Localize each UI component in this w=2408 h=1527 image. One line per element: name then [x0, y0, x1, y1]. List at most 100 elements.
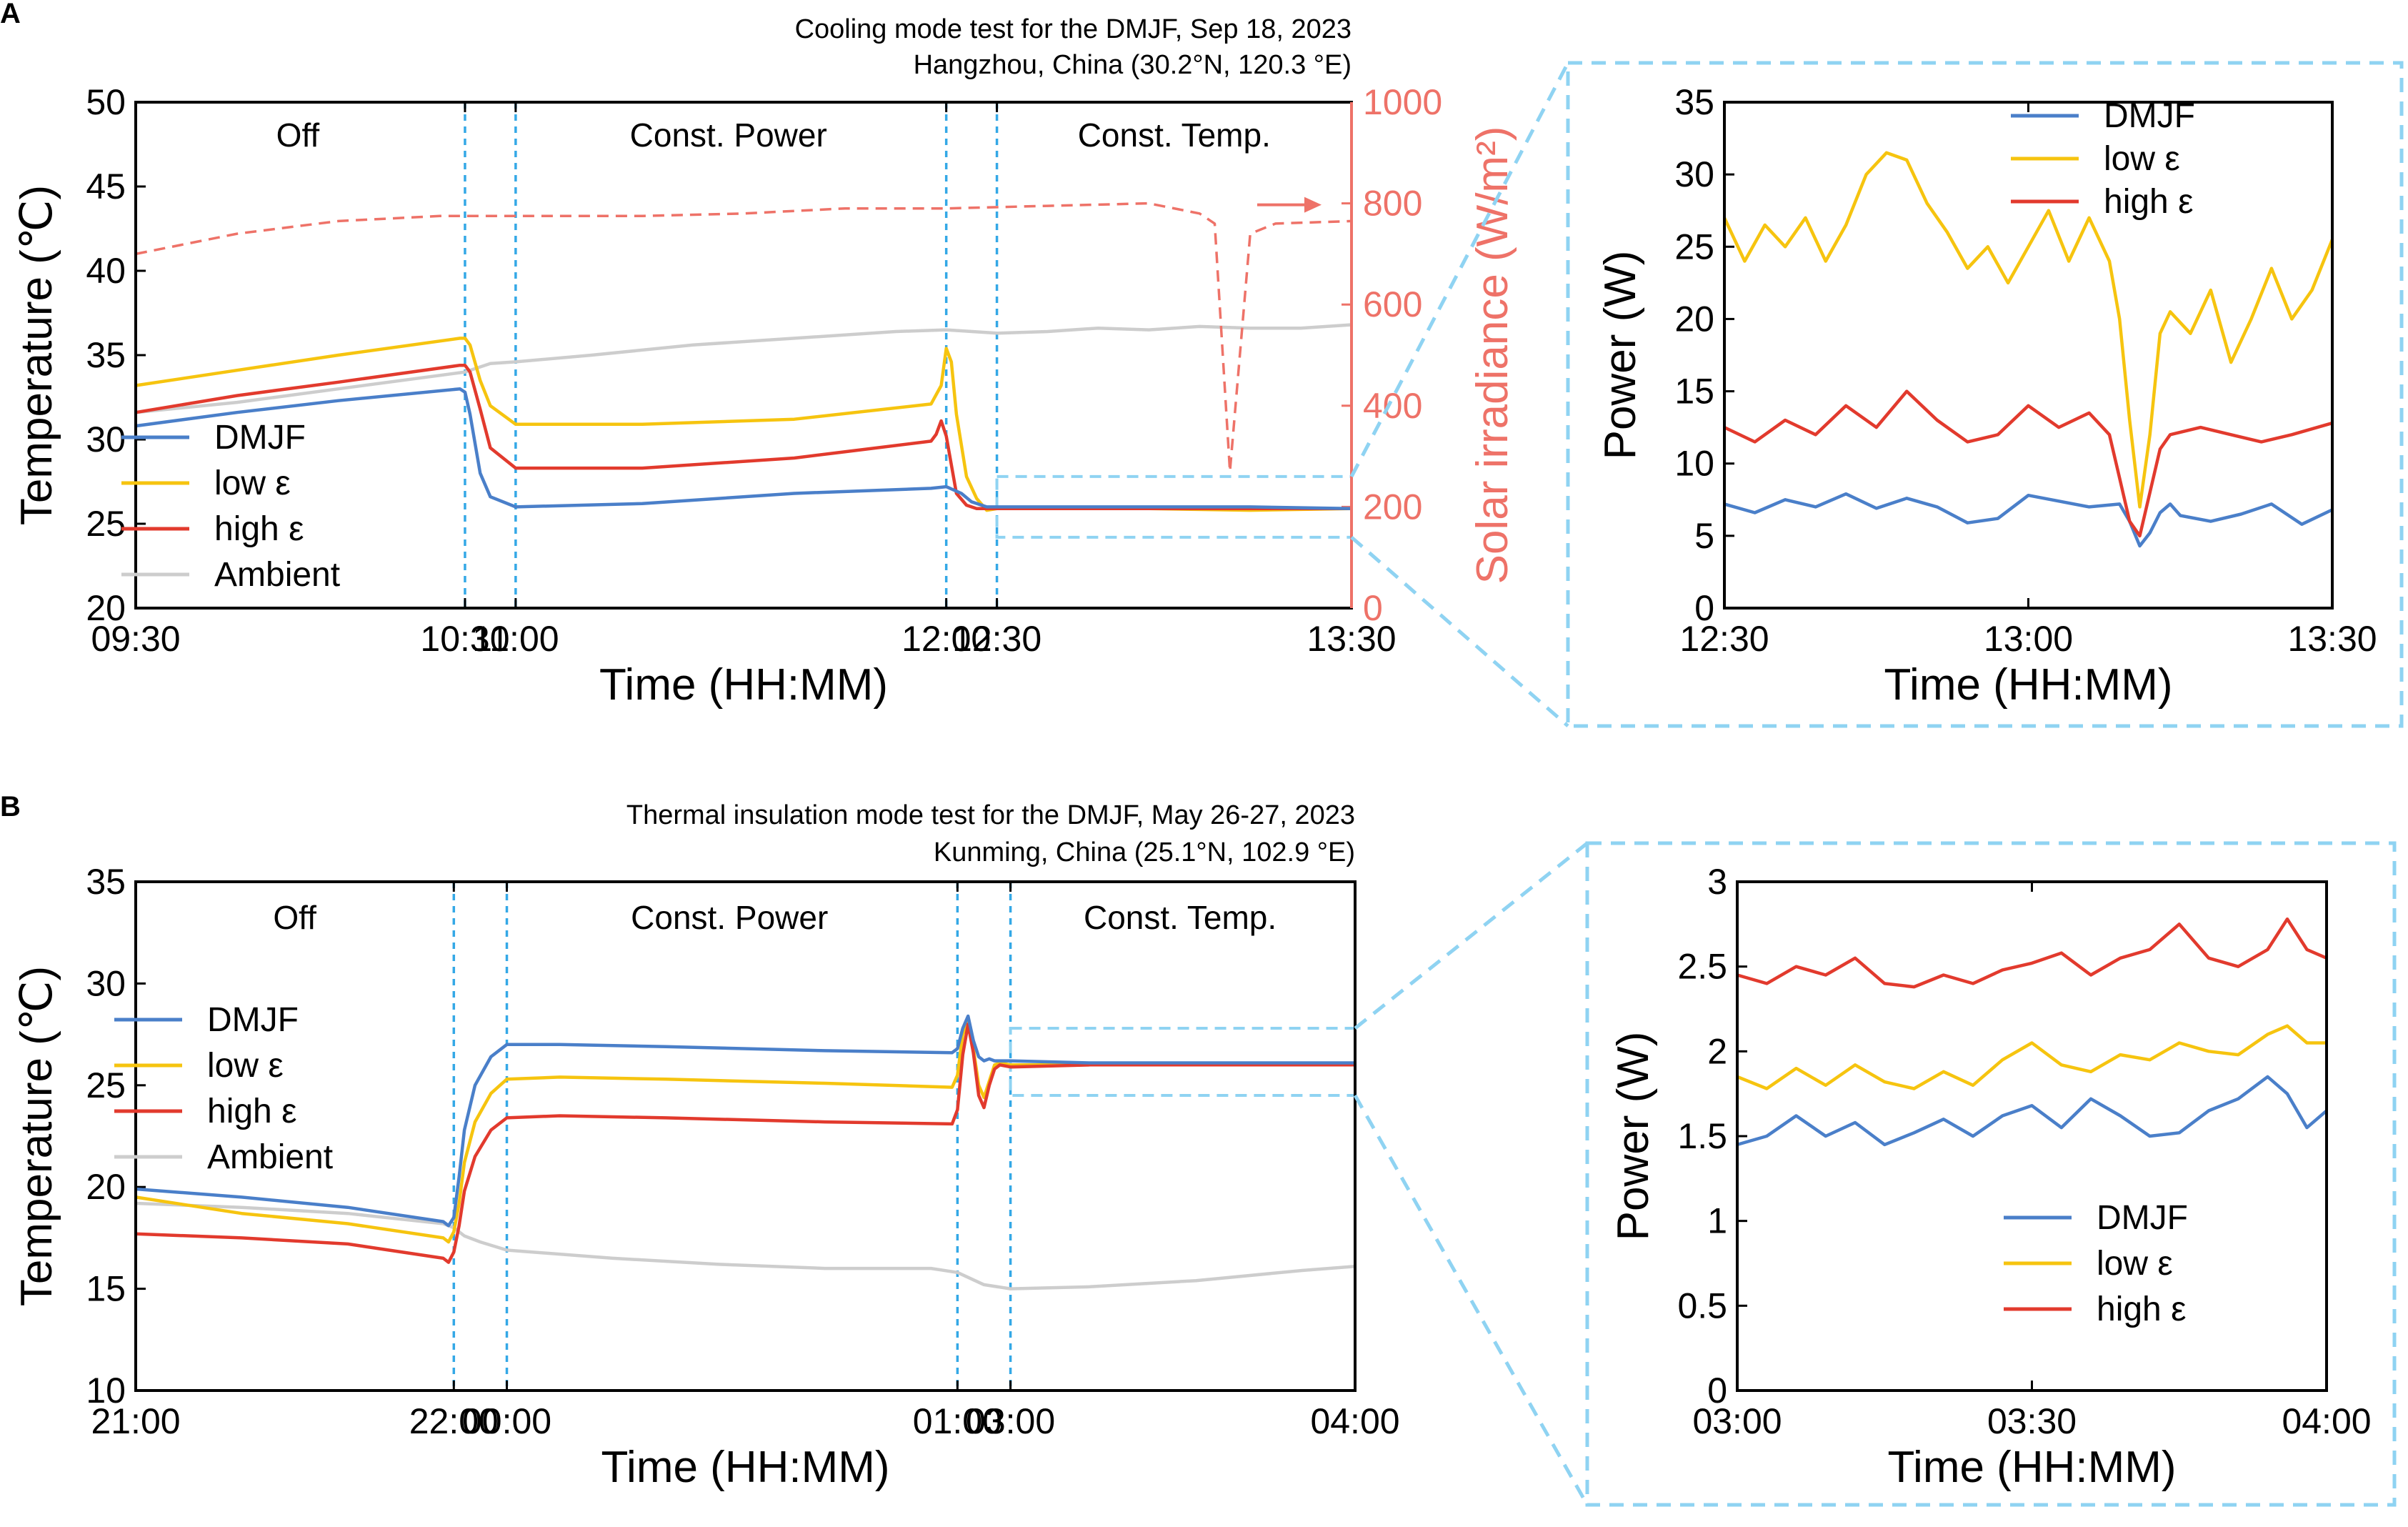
x-tick-label: 13:00: [1984, 619, 2073, 659]
y-tick-label: 25: [1674, 227, 1714, 267]
legend-label-low: low ε: [207, 1047, 284, 1085]
legend-label-low: low ε: [2104, 140, 2180, 178]
x-tick-label: 04:00: [1310, 1401, 1399, 1441]
plot-frame: [1736, 880, 2328, 1392]
panel-label-a: A: [0, 0, 21, 29]
y-tick-label: 5: [1694, 516, 1714, 556]
x-tick-label: 03:30: [1987, 1401, 2077, 1441]
y-tick-label: 1.5: [1677, 1116, 1727, 1156]
x-tick-label: 12:30: [952, 619, 1041, 659]
y-tick-label: 20: [86, 1167, 126, 1207]
y-tick-label: 10: [1674, 444, 1714, 484]
connector-b-bottom: [1353, 1094, 1589, 1506]
y-tick-label: 30: [86, 419, 126, 459]
phase-label: Off: [276, 116, 320, 154]
legend-label-high: high ε: [2097, 1290, 2186, 1328]
chart-a-temperature: Cooling mode test for the DMJF, Sep 18, …: [12, 14, 1517, 710]
chart-subtitle: Hangzhou, China (30.2°N, 120.3 °E): [914, 50, 1352, 80]
x-axis-label: Time (HH:MM): [1887, 1443, 2176, 1492]
x-tick-label: 03:00: [1692, 1401, 1782, 1441]
y2-tick-label: 200: [1363, 487, 1422, 527]
y-tick-label: 1: [1707, 1201, 1727, 1241]
legend-label-dmjf: DMJF: [214, 419, 306, 457]
y-tick-label: 3: [1707, 862, 1727, 902]
y2-tick-label: 600: [1363, 284, 1422, 324]
y-tick-label: 35: [1674, 82, 1714, 122]
chart-b-temperature: Thermal insulation mode test for the DMJ…: [12, 800, 1400, 1492]
x-tick-label: 21:00: [91, 1401, 180, 1441]
series-dmjf-line: [135, 1014, 1355, 1228]
legend-label-high: high ε: [207, 1093, 296, 1130]
y-tick-label: 15: [1674, 372, 1714, 412]
series-dmjf-line: [1724, 492, 2333, 548]
y-tick-label: 25: [86, 1065, 126, 1105]
phase-label: Const. Power: [630, 116, 827, 154]
panel-label-b: B: [0, 791, 21, 822]
plot-frame: [134, 880, 1357, 1392]
x-tick-label: 13:30: [1307, 619, 1396, 659]
x-tick-label: 22:00: [409, 1401, 499, 1441]
chart-subtitle: Kunming, China (25.1°N, 102.9 °E): [934, 837, 1355, 867]
y-tick-label: 20: [1674, 299, 1714, 339]
series-high-line: [1737, 917, 2327, 989]
series-high-line: [1724, 389, 2333, 538]
series-low-line: [135, 337, 1352, 512]
y-tick-label: 2.5: [1677, 947, 1727, 987]
y-axis-label: Temperature (℃): [12, 185, 61, 525]
y-tick-label: 30: [1674, 154, 1714, 194]
y2-tick-label: 800: [1363, 184, 1422, 224]
y-axis-label: Power (W): [1596, 251, 1645, 460]
chart-a-power: 0 5 10 15 20 25 30 35 12:30 13:00 13:30 Time (HH:MM…: [1596, 82, 2377, 710]
x-tick-label: 04:00: [2282, 1401, 2371, 1441]
zoom-frame-b: [1585, 841, 2397, 1507]
y-tick-label: 15: [86, 1269, 126, 1309]
legend-label-ambient: Ambient: [207, 1138, 333, 1176]
series-low-line: [1722, 151, 2334, 509]
series-dmjf-line: [135, 387, 1352, 511]
x-tick-label: 00:00: [462, 1401, 551, 1441]
y-tick-label: 35: [86, 335, 126, 375]
connector-b-top: [1354, 842, 1589, 1030]
series-solar-line: [135, 202, 1352, 473]
y2-axis-label: Solar irradiance (W/m²): [1468, 126, 1517, 585]
legend-label-high: high ε: [2104, 183, 2193, 221]
x-axis-label: Time (HH:MM): [599, 660, 888, 710]
y-tick-label: 0: [1694, 588, 1714, 628]
y-tick-label: 0.5: [1677, 1285, 1727, 1325]
y-tick-label: 20: [86, 588, 126, 628]
y-tick-label: 10: [86, 1371, 126, 1411]
x-tick-label: 03:00: [966, 1401, 1055, 1441]
phase-label: Const. Temp.: [1084, 899, 1277, 936]
series-low-line: [1737, 1024, 2327, 1090]
series-high-line: [135, 363, 1352, 511]
y-axis-label: Power (W): [1609, 1032, 1658, 1241]
y-tick-label: 35: [86, 862, 126, 902]
legend-label-dmjf: DMJF: [207, 1001, 299, 1039]
y2-tick-label: 0: [1363, 588, 1383, 628]
chart-title: Cooling mode test for the DMJF, Sep 18, …: [795, 14, 1352, 44]
x-tick-label: 10:30: [420, 619, 509, 659]
legend-label-dmjf: DMJF: [2104, 97, 2195, 135]
series-dmjf-line: [1737, 1075, 2328, 1147]
x-tick-label: 12:00: [901, 619, 991, 659]
x-tick-label: 11:00: [472, 619, 559, 659]
zoom-frame-a: [1566, 61, 2404, 728]
x-tick-label: 09:30: [91, 619, 180, 659]
y-tick-label: 0: [1707, 1371, 1727, 1411]
connector-a-top: [1349, 61, 1570, 478]
series-low-line: [135, 1018, 1355, 1244]
y-tick-label: 40: [86, 251, 126, 291]
x-axis-label: Time (HH:MM): [601, 1443, 889, 1492]
x-tick-label: 13:30: [2287, 619, 2377, 659]
x-axis-label: Time (HH:MM): [1884, 660, 2172, 710]
phase-label: Const. Temp.: [1078, 116, 1271, 154]
y2-tick-label: 400: [1363, 386, 1422, 426]
phase-label: Off: [273, 899, 316, 936]
y2-tick-label: 1000: [1363, 82, 1442, 122]
legend-label-dmjf: DMJF: [2097, 1199, 2188, 1237]
plot-frame: [134, 101, 1353, 610]
legend-label-high: high ε: [214, 510, 304, 548]
y-tick-label: 25: [86, 504, 126, 544]
legend-label-ambient: Ambient: [214, 556, 340, 594]
